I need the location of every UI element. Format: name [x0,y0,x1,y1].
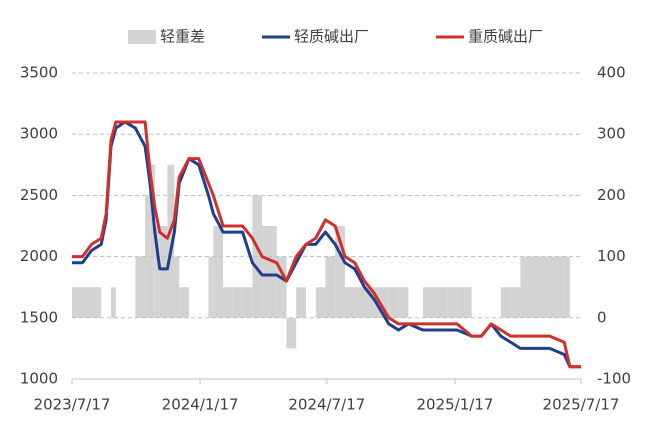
spread-bar [135,256,146,318]
x-tick-label: 2023/7/17 [34,396,111,414]
spread-bar [549,256,565,318]
legend-label: 重质碱出厂 [468,28,543,46]
x-tick-label: 2024/1/17 [162,396,239,414]
y2-tick-label: 400 [597,64,626,82]
spread-bar [232,287,243,318]
spread-bar [500,287,511,318]
spread-bar [242,287,253,318]
spread-bar [564,256,570,318]
y-tick-label: 3500 [20,64,58,82]
spread-bar [276,256,287,318]
spread-bar [535,256,550,318]
y2-tick-label: 200 [597,186,626,204]
spread-bar [520,256,536,318]
spread-bar [208,256,214,318]
x-tick-label: 2025/7/17 [543,396,620,414]
y-tick-label: 1000 [20,370,58,388]
spread-bar [91,287,102,318]
legend-swatch [128,30,156,44]
spread-bar [223,287,233,318]
spread-bar [325,256,336,318]
y2-tick-label: 0 [597,308,607,326]
spread-bar [510,287,521,318]
y2-tick-label: 100 [597,247,626,265]
spread-bar [179,287,189,318]
spread-bar [149,164,155,318]
spread-bar [159,226,168,318]
spread-bar [344,287,355,318]
spread-bar [286,317,297,349]
spread-bar [262,226,277,318]
spread-bar [388,287,399,318]
price-line [72,120,581,369]
spread-bar [398,287,409,318]
y2-tick-label: 300 [597,125,626,143]
spread-bar [145,195,150,318]
spread-bar [167,164,175,318]
y2-tick-label: -100 [597,370,631,388]
spread-bar [110,287,116,318]
y-tick-label: 3000 [20,125,58,143]
x-tick-label: 2025/1/17 [417,396,494,414]
y-tick-label: 2000 [20,247,58,265]
spread-bar [457,287,472,318]
y-tick-label: 1500 [20,308,58,326]
spread-bar [315,287,326,318]
spread-bar [154,226,160,318]
legend-label: 轻质碱出厂 [294,28,369,46]
spread-bar [354,287,365,318]
spread-bar [174,256,180,318]
legend-label: 轻重差 [160,28,205,46]
y-tick-label: 2500 [20,186,58,204]
spread-bar [82,287,92,318]
spread-bar [72,287,83,318]
x-tick-label: 2024/7/17 [288,396,365,414]
spread-bar [213,226,224,318]
spread-bar [296,287,306,318]
spread-bar [335,226,345,318]
spread-bar [364,287,375,318]
spread-bar [422,287,448,318]
spread-bar [447,287,458,318]
